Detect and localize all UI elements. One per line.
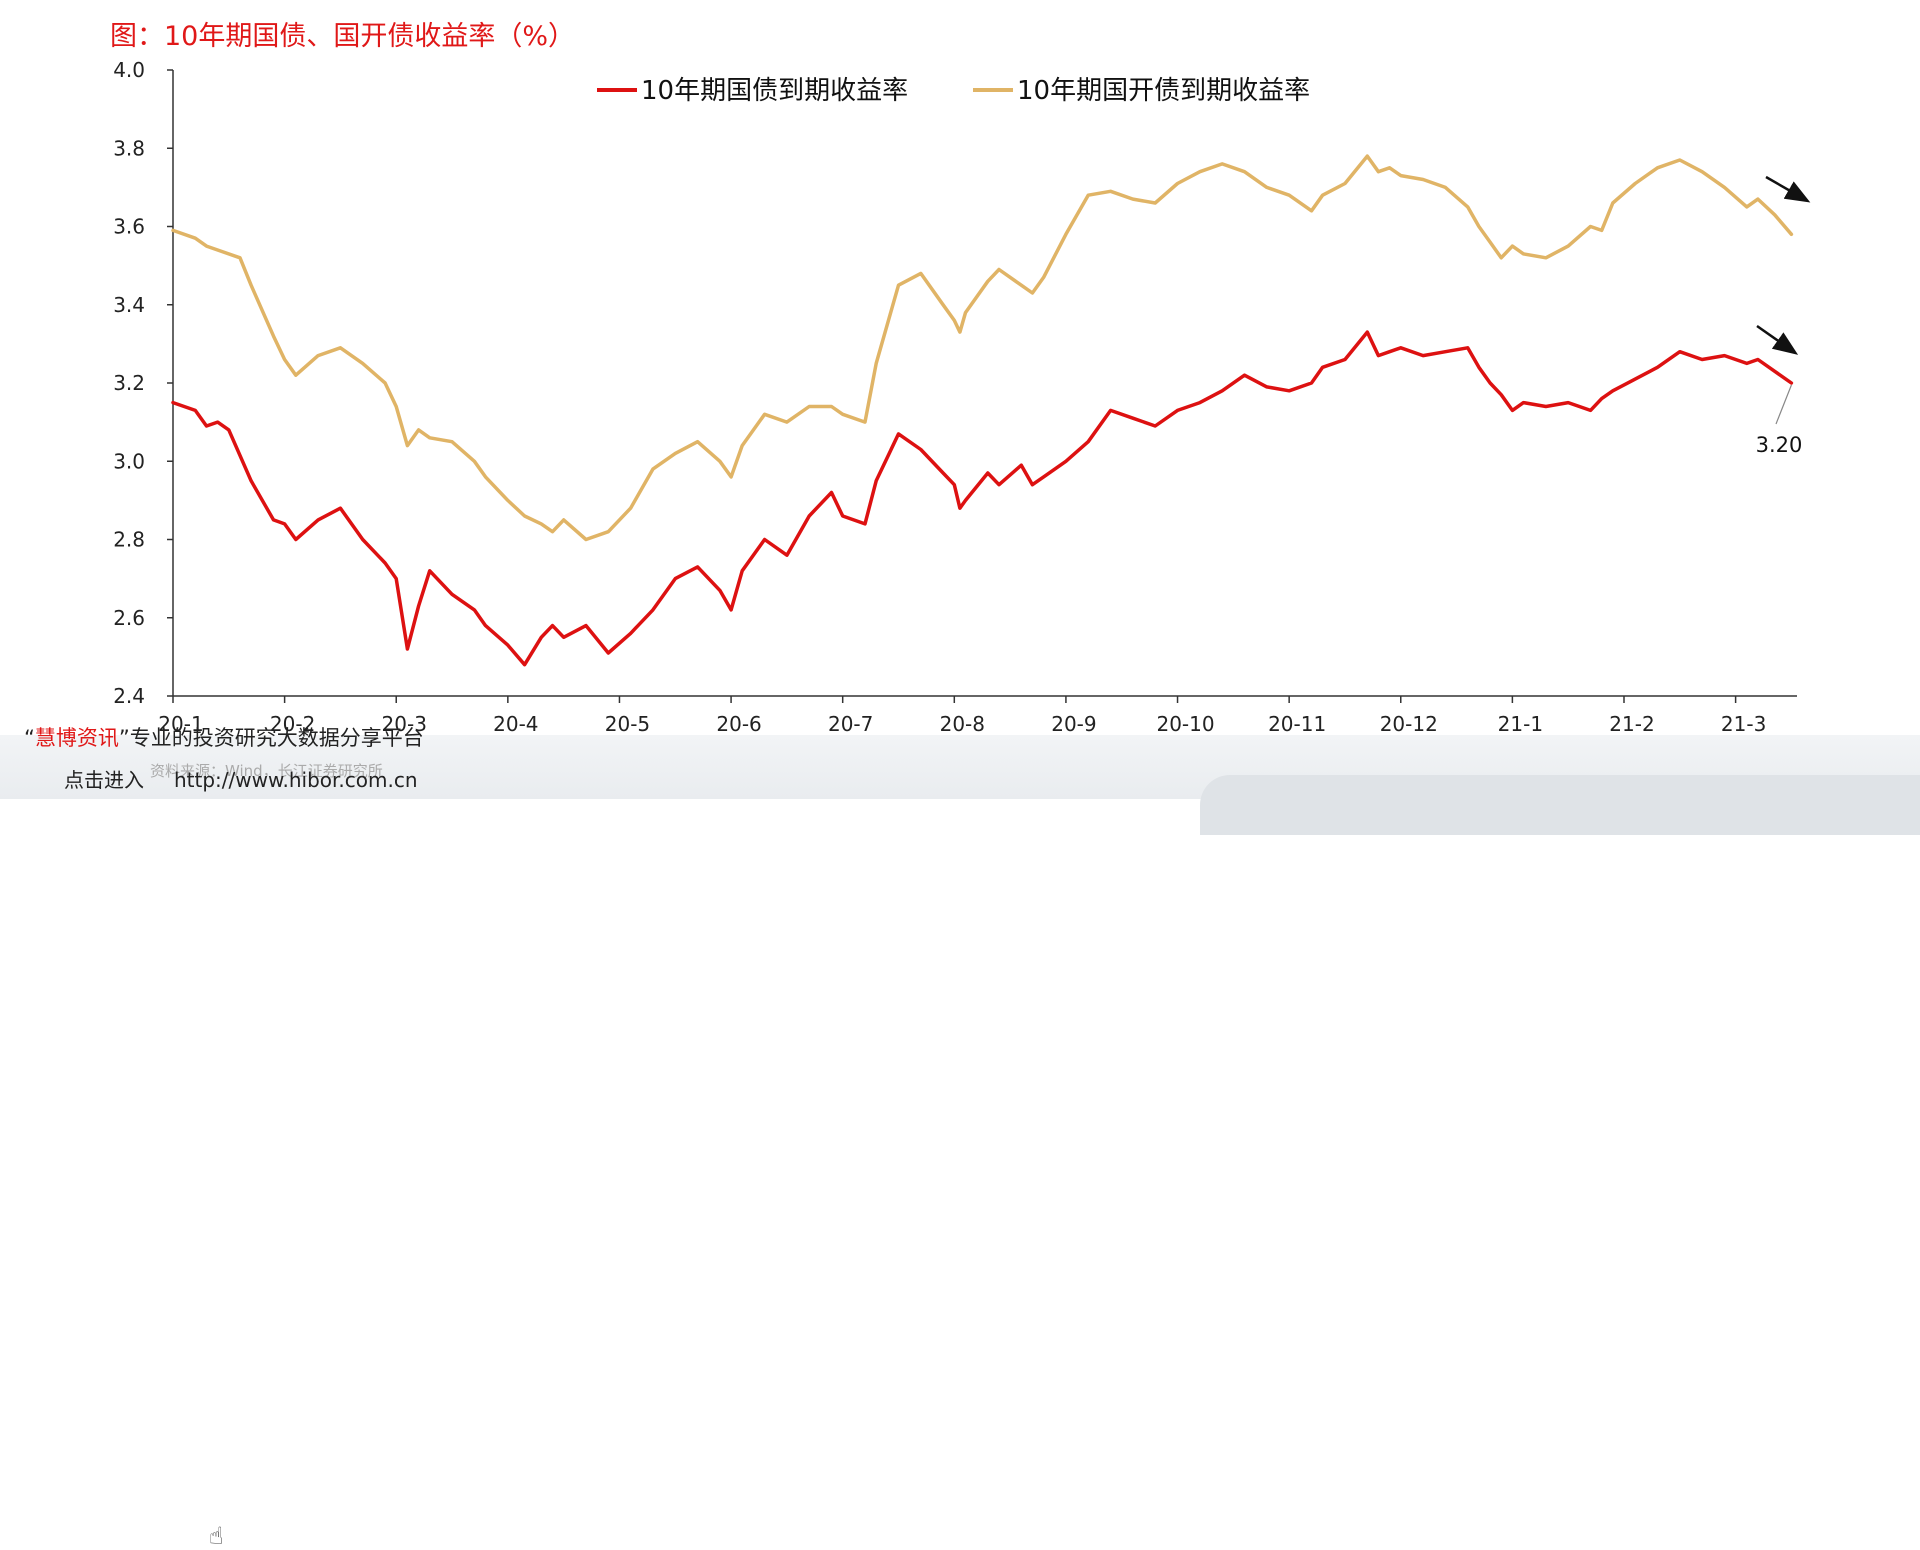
y-axis-ticks: 4.0 3.8 3.6 3.4 3.2 3.0 2.8 2.6 2.4 bbox=[113, 58, 173, 708]
chart-axes bbox=[172, 70, 1797, 697]
x-tick-label: 20-7 bbox=[828, 712, 873, 736]
x-tick-label: 21-2 bbox=[1609, 712, 1654, 736]
y-tick-label: 3.4 bbox=[113, 293, 145, 317]
x-tick-label: 20-5 bbox=[605, 712, 650, 736]
y-tick-label: 3.6 bbox=[113, 215, 145, 239]
watermark-brand: 慧博资讯 bbox=[34, 726, 119, 750]
annotation-label: 3.20 bbox=[1756, 433, 1803, 457]
x-tick-label: 21-3 bbox=[1721, 712, 1766, 736]
watermark-slogan: “慧博资讯”专业的投资研究大数据分享平台 bbox=[24, 726, 424, 750]
x-tick-label: 20-4 bbox=[493, 712, 538, 736]
legend-label: 10年期国债到期收益率 bbox=[641, 76, 908, 106]
x-tick-label: 20-2 bbox=[270, 712, 315, 736]
x-tick-label: 20-12 bbox=[1380, 712, 1438, 736]
yield-line-chart: 4.0 3.8 3.6 3.4 3.2 3.0 2.8 2.6 2.4 20-1 20-2 20-3… bbox=[113, 58, 1811, 736]
y-tick-label: 4.0 bbox=[113, 58, 145, 82]
footer-swoosh bbox=[1200, 775, 1920, 835]
x-tick-label: 21-1 bbox=[1498, 712, 1543, 736]
series-line bbox=[171, 330, 1794, 667]
x-tick-label: 20-1 bbox=[158, 712, 203, 736]
chart-legend: 10年期国债到期收益率 10年期国开债到期收益率 bbox=[597, 76, 1310, 106]
x-tick-label: 20-11 bbox=[1268, 712, 1326, 736]
series-line bbox=[171, 154, 1794, 542]
watermark-url[interactable]: http://www.hibor.com.cn bbox=[174, 768, 418, 792]
y-tick-label: 2.8 bbox=[113, 528, 145, 552]
data-source-note: 资料来源：Wind，长江证券研究所 bbox=[150, 762, 383, 780]
x-axis-ticks: 20-1 20-2 20-3 20-4 20-5 20-6 20-7 20-8 20-9 20-1… bbox=[158, 696, 1766, 736]
x-tick-label: 20-3 bbox=[382, 712, 427, 736]
down-arrow-icon bbox=[1756, 324, 1799, 355]
y-tick-label: 3.0 bbox=[113, 449, 145, 473]
down-arrow-icon bbox=[1765, 175, 1811, 203]
x-tick-label: 20-6 bbox=[716, 712, 761, 736]
hand-pointer-icon: ☝ bbox=[209, 1522, 224, 1550]
annotation-leader bbox=[1775, 384, 1792, 425]
x-tick-label: 20-8 bbox=[940, 712, 985, 736]
y-tick-label: 3.8 bbox=[113, 136, 145, 160]
y-tick-label: 2.4 bbox=[113, 684, 145, 708]
chart-annotations: 3.20 bbox=[1756, 175, 1811, 457]
legend-label: 10年期国开债到期收益率 bbox=[1017, 76, 1310, 106]
page-title: 图：10年期国债、国开债收益率（%） bbox=[110, 21, 576, 52]
watermark-link[interactable]: 点击进入 ☝ http://www.hibor.com.cn bbox=[64, 768, 418, 1550]
y-tick-label: 3.2 bbox=[113, 371, 145, 395]
series-lines bbox=[171, 154, 1794, 667]
y-tick-label: 2.6 bbox=[113, 606, 145, 630]
x-tick-label: 20-9 bbox=[1051, 712, 1096, 736]
x-tick-label: 20-10 bbox=[1156, 712, 1214, 736]
